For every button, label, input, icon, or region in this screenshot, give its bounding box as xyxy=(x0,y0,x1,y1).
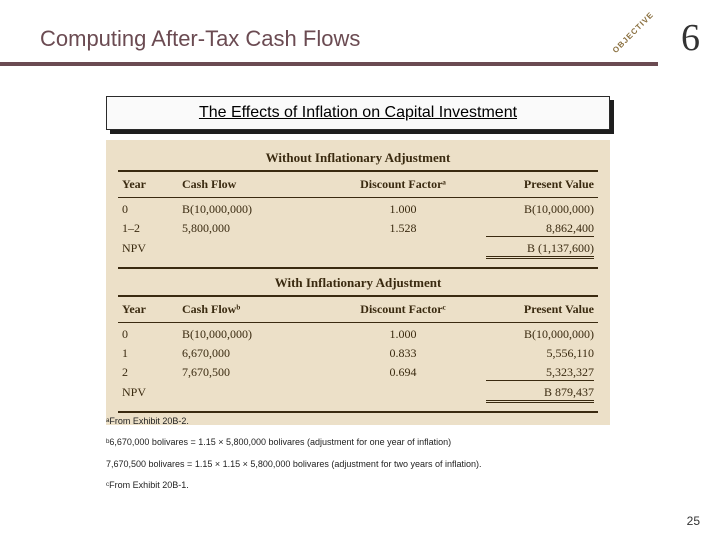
cell-discount: 1.528 xyxy=(338,219,468,239)
rule xyxy=(118,267,598,269)
cell-year: 0 xyxy=(118,200,178,219)
cell-pv: B(10,000,000) xyxy=(468,200,598,219)
cell-pv: 5,323,327 xyxy=(468,363,598,383)
cell-discount: 0.694 xyxy=(338,363,468,383)
col-discount-header: Discount Factorᵃ xyxy=(338,174,468,195)
objective-badge: OBJECTIVE xyxy=(604,10,650,56)
table2: Year Cash Flowᵇ Discount Factorᶜ Present… xyxy=(118,299,598,320)
cell-cashflow: 5,800,000 xyxy=(178,219,338,239)
col-discount-header: Discount Factorᶜ xyxy=(338,299,468,320)
table-row: 1–2 5,800,000 1.528 8,862,400 xyxy=(118,219,598,239)
cell-pv: 8,862,400 xyxy=(468,219,598,239)
cell-discount: 0.833 xyxy=(338,344,468,363)
cell-discount: 1.000 xyxy=(338,325,468,344)
table-row: 0 B(10,000,000) 1.000 B(10,000,000) xyxy=(118,325,598,344)
cell-cashflow: B(10,000,000) xyxy=(178,325,338,344)
rule xyxy=(118,322,598,323)
col-pv-header: Present Value xyxy=(468,299,598,320)
tables-panel: Without Inflationary Adjustment Year Cas… xyxy=(106,140,610,425)
title-underline xyxy=(0,62,658,66)
cell-year: 1–2 xyxy=(118,219,178,239)
cell-pv: 5,556,110 xyxy=(468,344,598,363)
table-row: 2 7,670,500 0.694 5,323,327 xyxy=(118,363,598,383)
table1-header-row: Year Cash Flow Discount Factorᵃ Present … xyxy=(118,174,598,195)
table-row: 1 6,670,000 0.833 5,556,110 xyxy=(118,344,598,363)
rule xyxy=(118,170,598,172)
subtitle-text: The Effects of Inflation on Capital Inve… xyxy=(199,104,517,122)
cell-year: 2 xyxy=(118,363,178,383)
cell-npv-label: NPV xyxy=(118,239,178,261)
cell-cashflow: B(10,000,000) xyxy=(178,200,338,219)
footnote-c: ᶜFrom Exhibit 20B-1. xyxy=(106,478,610,493)
cell-year: 0 xyxy=(118,325,178,344)
col-cashflow-header: Cash Flow xyxy=(178,174,338,195)
footnote-b1: ᵇ6,670,000 bolivares = 1.15 × 5,800,000 … xyxy=(106,435,610,450)
page-number: 25 xyxy=(687,514,700,528)
subtitle-box: The Effects of Inflation on Capital Inve… xyxy=(106,96,610,130)
objective-number: 6 xyxy=(681,16,700,60)
footnote-b2: 7,670,500 bolivares = 1.15 × 1.15 × 5,80… xyxy=(106,457,610,472)
footnote-a: ᵃFrom Exhibit 20B-2. xyxy=(106,414,610,429)
table1-body: 0 B(10,000,000) 1.000 B(10,000,000) 1–2 … xyxy=(118,200,598,261)
objective-label: OBJECTIVE xyxy=(611,10,656,55)
table2-caption: With Inflationary Adjustment xyxy=(118,271,598,293)
cell-npv-value: B 879,437 xyxy=(468,383,598,405)
table1-caption: Without Inflationary Adjustment xyxy=(118,146,598,168)
cell-discount: 1.000 xyxy=(338,200,468,219)
rule xyxy=(118,197,598,198)
rule xyxy=(118,295,598,297)
col-pv-header: Present Value xyxy=(468,174,598,195)
footnotes: ᵃFrom Exhibit 20B-2. ᵇ6,670,000 bolivare… xyxy=(106,414,610,499)
col-cashflow-header: Cash Flowᵇ xyxy=(178,299,338,320)
table-row-npv: NPV B 879,437 xyxy=(118,383,598,405)
table-row: 0 B(10,000,000) 1.000 B(10,000,000) xyxy=(118,200,598,219)
slide-header: Computing After-Tax Cash Flows OBJECTIVE… xyxy=(0,0,720,68)
table-row-npv: NPV B (1,137,600) xyxy=(118,239,598,261)
col-year-header: Year xyxy=(118,299,178,320)
cell-year: 1 xyxy=(118,344,178,363)
table2-body: 0 B(10,000,000) 1.000 B(10,000,000) 1 6,… xyxy=(118,325,598,405)
col-year-header: Year xyxy=(118,174,178,195)
cell-cashflow: 6,670,000 xyxy=(178,344,338,363)
cell-npv-value: B (1,137,600) xyxy=(468,239,598,261)
table1: Year Cash Flow Discount Factorᵃ Present … xyxy=(118,174,598,195)
page-title: Computing After-Tax Cash Flows xyxy=(40,26,360,52)
table2-header-row: Year Cash Flowᵇ Discount Factorᶜ Present… xyxy=(118,299,598,320)
cell-cashflow: 7,670,500 xyxy=(178,363,338,383)
rule xyxy=(118,411,598,413)
cell-pv: B(10,000,000) xyxy=(468,325,598,344)
cell-npv-label: NPV xyxy=(118,383,178,405)
